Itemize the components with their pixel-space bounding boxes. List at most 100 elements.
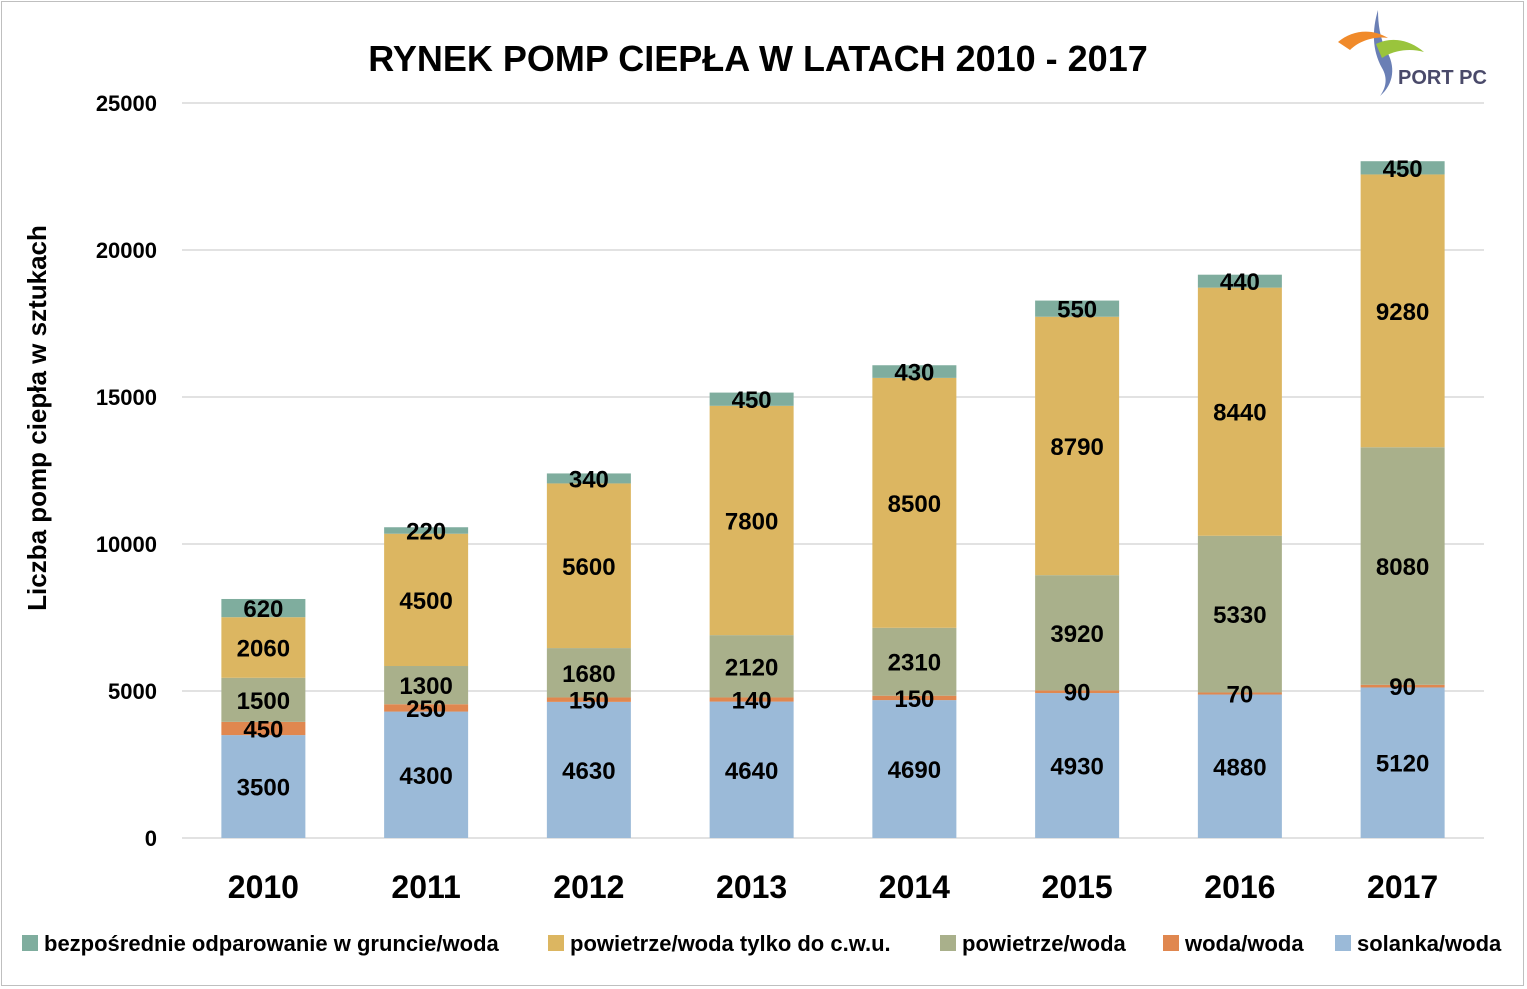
bars: 3500450150020606204300250130045002204630… (221, 156, 1445, 838)
data-label: 1500 (237, 688, 290, 715)
data-label: 430 (894, 360, 934, 387)
bar-segment (384, 666, 469, 705)
data-label: 8790 (1050, 434, 1103, 461)
data-label: 3500 (237, 775, 290, 802)
x-tick-label: 2015 (1042, 869, 1113, 905)
bar-segment (872, 365, 957, 378)
data-label: 450 (243, 716, 283, 743)
bar-stack-2015: 4930 90 3920 8790 550 (1035, 297, 1120, 838)
bar-segment (709, 635, 794, 698)
legend-swatch (22, 935, 38, 951)
y-tick-label: 0 (145, 826, 157, 851)
data-label: 9280 (1376, 299, 1429, 326)
y-axis-label: Liczba pomp ciepła w sztukach (22, 225, 52, 611)
bar-segment (709, 697, 794, 702)
bar-segment (872, 695, 957, 701)
data-label: 5600 (562, 554, 615, 581)
bar-segment (1197, 274, 1282, 288)
data-label: 5330 (1213, 602, 1266, 629)
data-label: 1300 (399, 673, 452, 700)
data-label: 2120 (725, 654, 778, 681)
x-tick-label: 2016 (1204, 869, 1275, 905)
data-label: 8440 (1213, 400, 1266, 427)
legend-item: solanka/woda (1335, 931, 1502, 956)
legend-swatch (548, 935, 564, 951)
data-label: 4300 (399, 763, 452, 790)
bar-segment (1360, 447, 1445, 685)
logo-swoosh-green (1376, 39, 1424, 58)
bar-segment (1035, 300, 1120, 317)
data-label: 4640 (725, 758, 778, 785)
data-label: 220 (406, 518, 446, 545)
bar-segment (546, 701, 631, 838)
x-tick-label: 2014 (879, 869, 950, 905)
data-label: 5120 (1376, 751, 1429, 778)
data-label: 550 (1057, 297, 1097, 324)
data-label: 440 (1220, 269, 1260, 296)
bar-segment (1197, 692, 1282, 695)
bar-segment (709, 701, 794, 838)
y-tick-label: 15000 (96, 385, 157, 410)
legend-label: bezpośrednie odparowanie w gruncie/woda (44, 931, 500, 956)
x-tick-label: 2013 (716, 869, 787, 905)
bar-segment (1197, 694, 1282, 838)
data-label: 4500 (399, 588, 452, 615)
data-label: 450 (1383, 156, 1423, 183)
legend-swatch (1163, 935, 1179, 951)
data-label: 4690 (888, 757, 941, 784)
data-label: 4930 (1050, 754, 1103, 781)
bar-segment (546, 483, 631, 649)
legend-swatch (1335, 935, 1351, 951)
data-label: 340 (569, 466, 609, 493)
bar-segment (1360, 174, 1445, 448)
bar-segment (1035, 693, 1120, 838)
gridlines (182, 102, 1484, 839)
data-label: 620 (243, 596, 283, 623)
bar-segment (872, 627, 957, 696)
legend-item: woda/woda (1163, 931, 1304, 956)
data-label: 140 (732, 688, 772, 715)
port-pc-logo: PORT PC (1338, 10, 1487, 96)
data-label: 70 (1227, 681, 1254, 708)
data-label: 450 (732, 387, 772, 414)
bar-segment (221, 617, 306, 678)
data-label: 8080 (1376, 554, 1429, 581)
data-label: 7800 (725, 508, 778, 535)
bar-segment (1035, 316, 1120, 576)
legend-item: bezpośrednie odparowanie w gruncie/woda (22, 931, 500, 956)
bar-segment (221, 677, 306, 722)
bar-segment (221, 735, 306, 838)
bar-segment (1035, 690, 1120, 694)
data-label: 250 (406, 696, 446, 723)
x-tick-label: 2012 (553, 869, 624, 905)
legend-label: woda/woda (1184, 931, 1304, 956)
bar-segment (546, 648, 631, 698)
data-label: 2060 (237, 635, 290, 662)
chart-title: RYNEK POMP CIEPŁA W LATACH 2010 - 2017 (368, 38, 1148, 79)
data-label: 4630 (562, 758, 615, 785)
bar-segment (546, 473, 631, 484)
bar-segment (221, 598, 306, 618)
y-tick-label: 5000 (108, 679, 157, 704)
x-axis-ticks: 2010 2011 2012 2013 2014 2015 2016 2017 (228, 869, 1438, 905)
bar-segment (384, 527, 469, 534)
legend-label: solanka/woda (1357, 931, 1502, 956)
data-label: 1680 (562, 661, 615, 688)
legend: bezpośrednie odparowanie w gruncie/woda p… (22, 931, 1502, 956)
logo-swoosh-orange (1338, 31, 1388, 50)
bar-segment (1035, 575, 1120, 691)
legend-label: powietrze/woda tylko do c.w.u. (570, 931, 891, 956)
logo-text: PORT PC (1398, 67, 1487, 89)
data-label: 150 (569, 688, 609, 715)
bar-stack-2013: 4640 140 2120 7800 450 (709, 387, 794, 838)
data-label: 8500 (888, 491, 941, 518)
bar-segment (384, 704, 469, 712)
bar-segment (709, 392, 794, 406)
bar-segment (1360, 684, 1445, 688)
bar-segment (1197, 287, 1282, 536)
bar-stack-2014: 4690 150 2310 8500 430 (872, 360, 957, 838)
